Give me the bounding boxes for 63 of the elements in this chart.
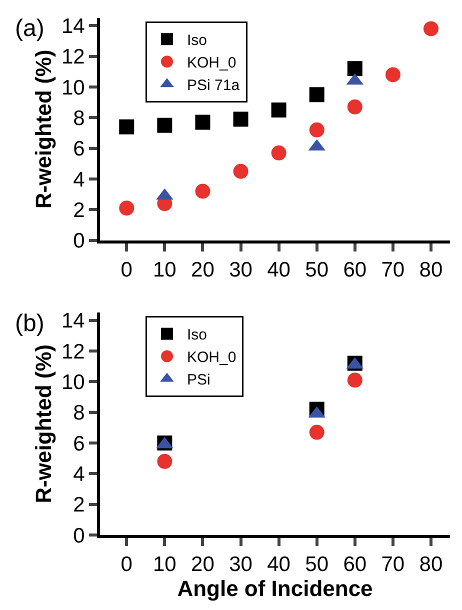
point [423, 21, 438, 36]
x-tick-label: 30 [229, 258, 252, 282]
point [195, 184, 210, 199]
x-tick-label: 40 [267, 258, 290, 282]
point [385, 67, 400, 82]
point [309, 424, 324, 440]
y-tick-label: 4 [73, 463, 86, 486]
legend-label: KOH_0 [187, 349, 236, 366]
point [119, 200, 134, 216]
chart-title: (a) [15, 15, 44, 42]
x-tick-label: 80 [419, 258, 443, 282]
legend-label: PSi 71a [187, 76, 240, 94]
y-tick-label: 6 [73, 138, 85, 161]
y-tick-label: 4 [73, 168, 86, 192]
point [347, 99, 362, 114]
chart-title: (b) [15, 310, 44, 337]
x-tick-label: 60 [343, 258, 367, 282]
x-tick-label: 50 [305, 258, 329, 282]
y-axis-title: R-weighted (%) [31, 344, 56, 504]
x-tick-label: 10 [152, 553, 176, 576]
point [157, 454, 172, 469]
x-tick-label: 70 [381, 258, 405, 282]
x-tick-label: 40 [267, 553, 290, 576]
y-tick-label: 8 [73, 402, 85, 425]
point [347, 61, 362, 76]
x-tick-label: 50 [305, 553, 329, 576]
x-tick-label: 80 [419, 553, 443, 576]
y-tick-label: 14 [61, 310, 86, 333]
y-tick-label: 12 [61, 340, 85, 364]
x-tick-label: 20 [191, 553, 214, 576]
point [195, 114, 210, 130]
x-tick-label: 0 [120, 258, 132, 282]
y-tick-label: 6 [73, 432, 85, 456]
x-tick-label: 20 [191, 258, 214, 282]
y-tick-label: 10 [61, 76, 85, 100]
x-axis-title: Angle of Incidence [177, 576, 373, 602]
point [309, 87, 324, 102]
point [309, 122, 324, 138]
point [271, 145, 286, 160]
point [271, 102, 286, 118]
x-tick-label: 10 [152, 258, 176, 282]
legend-label: Iso [187, 32, 208, 49]
y-tick-label: 2 [73, 199, 85, 222]
x-tick-label: 0 [120, 553, 132, 576]
point [233, 164, 248, 179]
point [119, 119, 134, 134]
y-tick-label: 8 [73, 107, 85, 130]
y-tick-label: 14 [61, 15, 86, 38]
y-tick-label: 12 [61, 46, 85, 69]
legend-label: KOH_0 [187, 54, 236, 72]
y-tick-label: 10 [61, 371, 85, 394]
point [157, 118, 172, 133]
x-tick-label: 60 [343, 553, 367, 576]
y-tick-label: 0 [73, 230, 85, 253]
legend-label: Iso [187, 326, 208, 344]
y-axis-title: R-weighted (%) [31, 50, 56, 209]
x-tick-label: 30 [229, 553, 252, 576]
y-tick-label: 2 [73, 494, 85, 517]
x-tick-label: 70 [381, 553, 405, 576]
point [347, 372, 362, 388]
y-tick-label: 0 [73, 524, 85, 548]
point [233, 112, 248, 127]
legend-label: PSi [187, 372, 210, 389]
